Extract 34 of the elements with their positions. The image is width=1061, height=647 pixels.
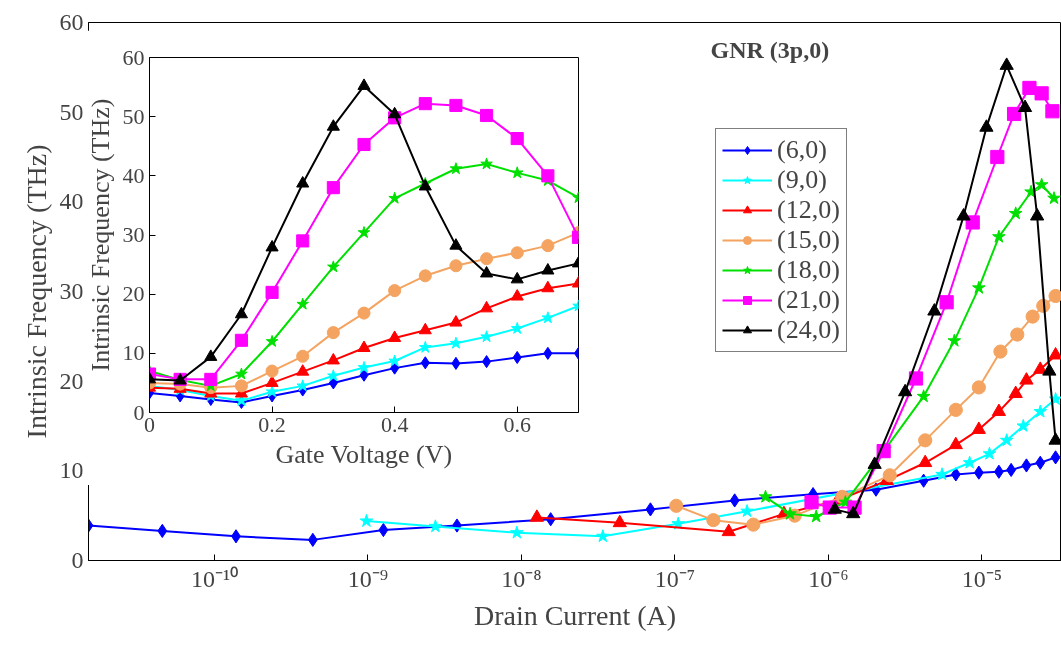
y-tick-label: 20 bbox=[122, 281, 145, 307]
y-tick-label: 10 bbox=[122, 340, 145, 366]
y-tick-label: 40 bbox=[122, 162, 145, 188]
y-tick-label: 10 bbox=[59, 457, 84, 484]
y-axis-title: Intrinsic Frequency (THz) bbox=[20, 144, 52, 439]
x-axis-title: Gate Voltage (V) bbox=[275, 439, 453, 469]
x-tick-label: 10⁻⁸ bbox=[501, 565, 542, 592]
x-tick-label: 10⁻⁶ bbox=[808, 565, 849, 592]
legend-label: (15,0) bbox=[777, 225, 840, 255]
y-tick-label: 20 bbox=[59, 367, 84, 394]
y-tick-label: 60 bbox=[122, 44, 145, 70]
y-tick-label: 30 bbox=[59, 278, 84, 304]
legend-label: (9,0) bbox=[777, 165, 827, 195]
x-tick-label: 10⁻⁵ bbox=[961, 565, 1003, 592]
x-axis-title: Drain Current (A) bbox=[473, 599, 677, 631]
legend-label: (6,0) bbox=[777, 135, 827, 165]
y-axis-title: Intrinsic Frequency (THz) bbox=[85, 98, 115, 372]
x-tick-label: 0.2 bbox=[258, 411, 286, 437]
legend-label: (18,0) bbox=[777, 255, 840, 285]
x-tick-label: 0.4 bbox=[380, 411, 409, 437]
legend-label: (21,0) bbox=[777, 285, 840, 315]
y-tick-label: 40 bbox=[59, 188, 84, 215]
y-tick-label: 30 bbox=[122, 222, 145, 247]
y-tick-label: 50 bbox=[59, 98, 84, 125]
x-tick-label: 10⁻⁷ bbox=[654, 565, 696, 592]
legend-label: (24,0) bbox=[777, 315, 840, 345]
y-tick-label: 50 bbox=[122, 103, 145, 129]
x-tick-label: 10⁻⁹ bbox=[347, 565, 389, 592]
y-tick-label: 0 bbox=[71, 547, 84, 573]
x-tick-label: 10⁻¹⁰ bbox=[190, 565, 239, 592]
legend-label: (12,0) bbox=[777, 195, 840, 225]
annotation: GNR (3p,0) bbox=[710, 36, 830, 63]
x-tick-label: 0.6 bbox=[503, 411, 531, 437]
y-tick-label: 60 bbox=[59, 9, 84, 35]
